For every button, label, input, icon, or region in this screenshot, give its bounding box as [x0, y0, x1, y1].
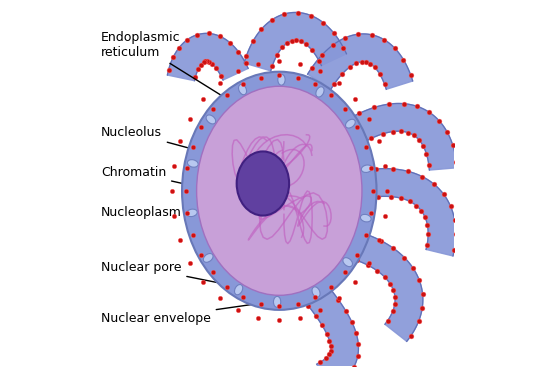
Ellipse shape: [312, 287, 320, 297]
Text: Chromatin: Chromatin: [101, 166, 229, 194]
Text: Nuclear pore: Nuclear pore: [101, 261, 229, 285]
Ellipse shape: [238, 84, 246, 95]
Ellipse shape: [196, 86, 362, 295]
Polygon shape: [305, 284, 358, 367]
Ellipse shape: [182, 72, 376, 310]
Ellipse shape: [187, 209, 197, 217]
Ellipse shape: [188, 160, 198, 167]
Polygon shape: [369, 169, 456, 256]
Polygon shape: [307, 34, 413, 89]
Text: Nucleolus: Nucleolus: [101, 126, 237, 161]
Ellipse shape: [316, 87, 324, 97]
Text: Nucleoplasm: Nucleoplasm: [101, 206, 244, 219]
Text: Endoplasmic
reticulum: Endoplasmic reticulum: [101, 31, 226, 98]
Ellipse shape: [278, 74, 285, 85]
Ellipse shape: [234, 284, 243, 295]
Polygon shape: [168, 33, 248, 81]
Polygon shape: [244, 12, 347, 71]
Polygon shape: [351, 232, 423, 341]
Polygon shape: [353, 103, 457, 170]
Ellipse shape: [343, 258, 353, 267]
Ellipse shape: [361, 165, 372, 172]
Text: Nuclear envelope: Nuclear envelope: [101, 304, 255, 325]
Ellipse shape: [206, 115, 215, 124]
Ellipse shape: [237, 152, 289, 215]
Ellipse shape: [203, 254, 213, 262]
Ellipse shape: [361, 214, 371, 222]
Ellipse shape: [274, 297, 281, 307]
Ellipse shape: [345, 119, 355, 128]
